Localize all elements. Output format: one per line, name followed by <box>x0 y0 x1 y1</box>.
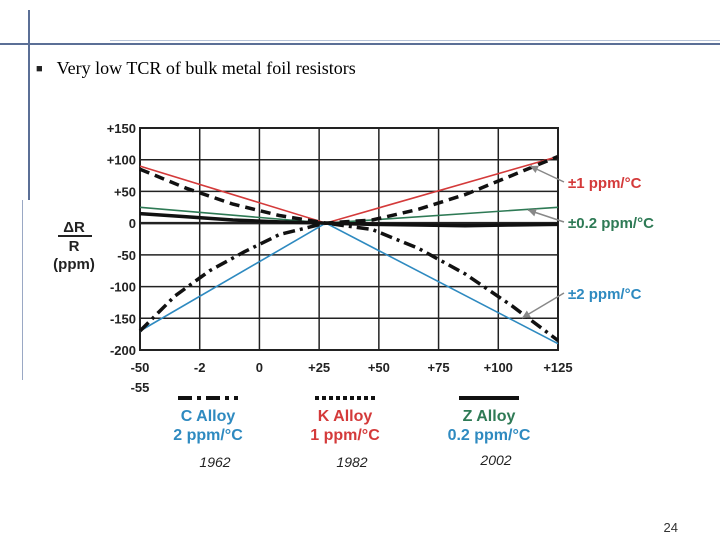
y-label-numerator: ΔR <box>63 219 85 236</box>
annotation-label: ±0.2 ppm/°C <box>568 215 654 232</box>
x-tick-label: +100 <box>484 360 513 375</box>
square-bullet-icon: ■ <box>36 62 43 75</box>
header-rule-thin <box>110 40 720 41</box>
y-tick-labels: +150 +100 +50 0 -50 -100 -150 -200 <box>107 121 136 358</box>
chart-series <box>138 154 560 345</box>
annotation-arrowhead <box>528 208 537 217</box>
legend-name: Z Alloy <box>463 408 516 425</box>
legend-year: 1982 <box>336 454 367 470</box>
series-line-z_alloy <box>139 211 559 228</box>
y-axis-label: ΔR R(ppm) <box>53 219 95 273</box>
left-rule <box>28 10 30 200</box>
annotation-label: ±1 ppm/°C <box>568 175 642 192</box>
series-line-c_alloy <box>138 221 560 342</box>
y-tick-label: -50 <box>117 248 136 263</box>
series-line-k_alloy <box>139 154 559 225</box>
legend-spec: 1 ppm/°C <box>310 427 380 444</box>
y-tick-label: +100 <box>107 153 136 168</box>
plot-frame <box>139 127 559 351</box>
x-tick-label: +75 <box>428 360 450 375</box>
left-rule-thin <box>22 200 23 380</box>
y-tick-label: +150 <box>107 121 136 136</box>
annotation-arrowhead <box>522 310 531 318</box>
x-tick-label: +125 <box>543 360 572 375</box>
x-tick-label: +50 <box>368 360 390 375</box>
legend-year: 1962 <box>199 454 230 470</box>
x-tick-label: -2 <box>194 360 206 375</box>
legend-name: K Alloy <box>318 408 373 425</box>
annotation-arrowhead <box>530 165 539 174</box>
x-tick-label: 0 <box>256 360 263 375</box>
legend-spec: 0.2 ppm/°C <box>448 427 531 444</box>
y-tick-label: -200 <box>110 343 136 358</box>
legend-name: C Alloy <box>181 408 236 425</box>
series-line-blue_lower <box>139 222 559 345</box>
y-tick-label: +50 <box>114 184 136 199</box>
chart-grid <box>139 127 559 351</box>
legend: C Alloy 2 ppm/°C 1962 K Alloy 1 ppm/°C 1982 Z … <box>173 396 531 470</box>
x-tick-labels: -50 -2 0 +25 +50 +75 +100 +125 -55 <box>131 360 573 395</box>
bullet-text: Very low TCR of bulk metal foil resistor… <box>56 58 356 78</box>
annotation-label: ±2 ppm/°C <box>568 286 642 303</box>
y-tick-label: -150 <box>110 311 136 326</box>
x-tick-label: -50 <box>131 360 150 375</box>
page-number: 24 <box>663 520 678 535</box>
bullet-item: ■ Very low TCR of bulk metal foil resist… <box>36 58 356 79</box>
annotations: ±1 ppm/°C ±0.2 ppm/°C ±2 ppm/°C <box>521 165 654 319</box>
y-label-unit: (ppm) <box>53 256 95 273</box>
legend-spec: 2 ppm/°C <box>173 427 243 444</box>
y-tick-label: 0 <box>129 216 136 231</box>
x-tick-label-extra: -55 <box>131 380 150 395</box>
annotation-arrow <box>521 292 565 319</box>
header-rule <box>0 43 720 45</box>
legend-year: 2002 <box>479 452 511 468</box>
y-label-denominator: R <box>69 238 80 255</box>
x-tick-label: +25 <box>308 360 330 375</box>
y-tick-label: -100 <box>110 280 136 295</box>
